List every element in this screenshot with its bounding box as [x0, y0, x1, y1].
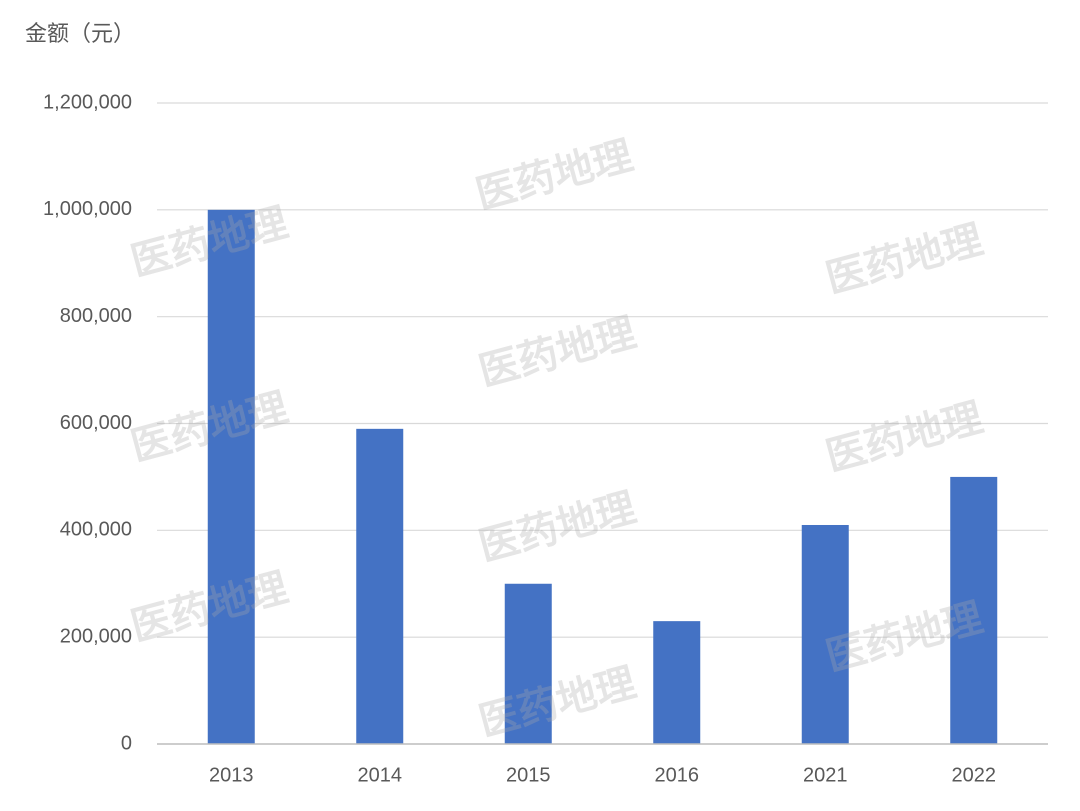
- bar: [950, 476, 998, 744]
- x-tick-label: 2016: [655, 764, 700, 786]
- watermark: 医药地理: [474, 486, 640, 570]
- y-tick-label: 1,200,000: [43, 91, 132, 113]
- bar: [207, 209, 255, 745]
- watermark: 医药地理: [821, 218, 987, 302]
- watermark: 医药地理: [821, 396, 987, 480]
- watermark: 医药地理: [471, 134, 637, 218]
- y-axis-label: 金额（元）: [25, 21, 135, 46]
- x-tick-label: 2014: [358, 764, 403, 786]
- y-tick-label: 600,000: [60, 412, 132, 434]
- y-tick-label: 0: [121, 732, 132, 754]
- bar: [653, 621, 701, 744]
- x-tick-label: 2022: [952, 764, 997, 786]
- watermark: 医药地理: [474, 661, 640, 745]
- watermark: 医药地理: [474, 311, 640, 395]
- bar: [801, 524, 849, 744]
- bar: [504, 583, 552, 744]
- y-tick-label: 1,000,000: [43, 198, 132, 220]
- x-tick-label: 2021: [803, 764, 848, 786]
- y-tick-label: 400,000: [60, 519, 132, 541]
- x-tick-label: 2013: [209, 764, 254, 786]
- y-tick-label: 800,000: [60, 305, 132, 327]
- bar: [356, 428, 404, 744]
- x-tick-label: 2015: [506, 764, 551, 786]
- y-tick-label: 200,000: [60, 625, 132, 647]
